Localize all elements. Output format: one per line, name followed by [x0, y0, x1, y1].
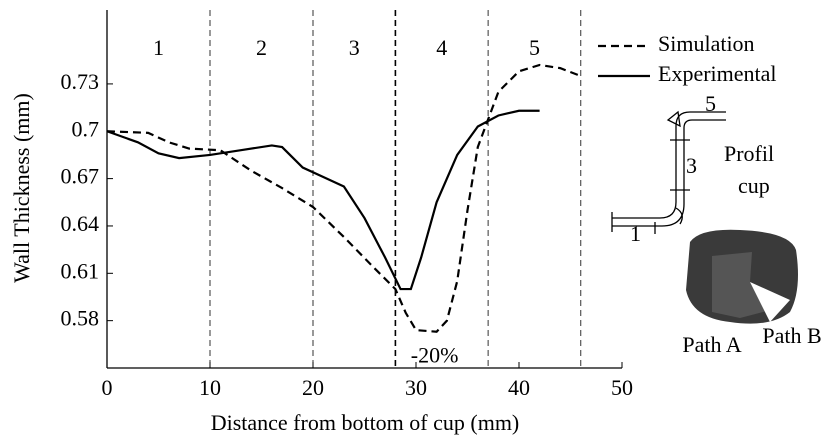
x-tick-label: 50 [611, 375, 633, 400]
profile-inner [612, 119, 726, 227]
photo-label: Path B [762, 323, 821, 348]
profile-label: 1 [630, 221, 641, 246]
x-axis-label: Distance from bottom of cup (mm) [211, 410, 520, 435]
profile-diagram [611, 110, 726, 234]
y-axis-label: Wall Thickness (mm) [9, 93, 34, 283]
series-line [106, 109, 540, 291]
x-tick-label: 40 [508, 375, 530, 400]
region-label: 4 [436, 35, 447, 60]
y-tick-label: 0.67 [61, 164, 100, 189]
legend-label: Simulation [658, 31, 755, 56]
profile-outer [612, 111, 726, 219]
profile-arrow [666, 110, 681, 128]
y-tick-label: 0.61 [61, 258, 100, 283]
y-tick-label: 0.7 [72, 116, 100, 141]
x-tick-label: 30 [405, 375, 427, 400]
x-tick-label: 10 [199, 375, 221, 400]
profile-title: Profil [724, 141, 774, 166]
profile-arrow [675, 207, 683, 225]
legend-label: Experimental [658, 61, 777, 86]
series-line [106, 63, 582, 333]
region-label: 5 [529, 35, 540, 60]
profile-label: 3 [686, 153, 697, 178]
region-label: 2 [256, 35, 267, 60]
photo-label: Path A [682, 332, 741, 357]
cup-photo [686, 229, 798, 324]
y-tick-label: 0.58 [61, 306, 100, 331]
x-tick-label: 0 [102, 375, 113, 400]
profile-label: 5 [705, 91, 716, 116]
region-label: 1 [153, 35, 164, 60]
annotation: -20% [411, 343, 459, 368]
x-tick-label: 20 [302, 375, 324, 400]
y-tick-label: 0.64 [61, 211, 100, 236]
region-label: 3 [349, 35, 360, 60]
profile-title: cup [738, 173, 770, 198]
y-tick-label: 0.73 [61, 69, 100, 94]
